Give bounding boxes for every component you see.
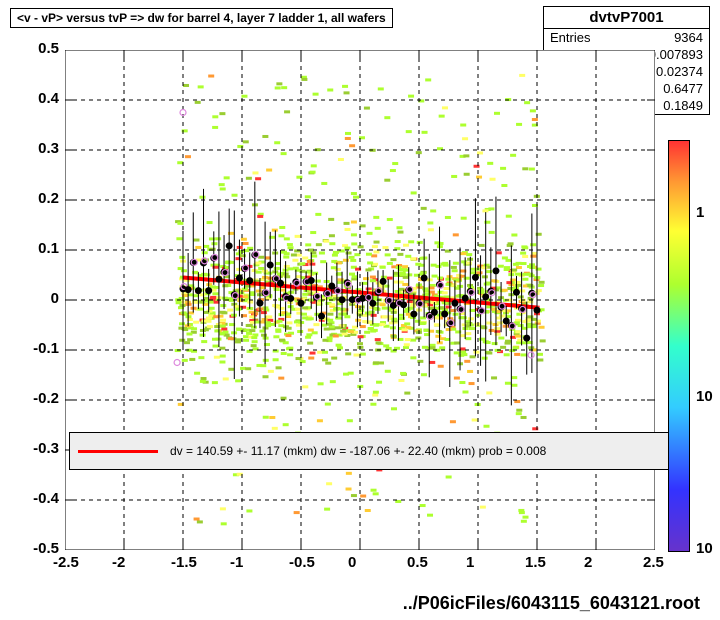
stat-row: Entries9364 — [544, 29, 709, 46]
x-tick-label: 1.5 — [525, 554, 546, 571]
y-tick-label: -0.3 — [33, 440, 59, 457]
y-tick-label: 0 — [51, 290, 59, 307]
x-tick-label: 2 — [584, 554, 592, 571]
x-axis-label: ../P06icFiles/6043115_6043121.root — [403, 593, 700, 614]
colorbar-label: 10 — [696, 540, 713, 557]
scatter-plot — [65, 50, 655, 550]
y-tick-label: 0.1 — [38, 240, 59, 257]
x-tick-label: 0.5 — [407, 554, 428, 571]
x-tick-label: -2.5 — [53, 554, 79, 571]
colorbar — [668, 140, 690, 552]
y-tick-label: -0.2 — [33, 390, 59, 407]
plot-title: <v - vP> versus tvP => dw for barrel 4, … — [10, 8, 393, 28]
x-tick-label: -0.5 — [289, 554, 315, 571]
x-tick-label: 1 — [466, 554, 474, 571]
y-tick-label: 0.3 — [38, 140, 59, 157]
legend-line-sample — [78, 450, 158, 453]
x-tick-label: 2.5 — [643, 554, 664, 571]
fit-legend: dv = 140.59 +- 11.17 (mkm) dw = -187.06 … — [69, 432, 669, 470]
y-tick-label: 0.2 — [38, 190, 59, 207]
x-tick-label: -1.5 — [171, 554, 197, 571]
x-tick-label: -2 — [112, 554, 125, 571]
y-tick-label: -0.4 — [33, 490, 59, 507]
colorbar-label: 1 — [696, 204, 704, 221]
stats-name: dvtvP7001 — [544, 7, 709, 29]
colorbar-label: 10 — [696, 388, 713, 405]
legend-text: dv = 140.59 +- 11.17 (mkm) dw = -187.06 … — [170, 444, 546, 458]
y-tick-label: 0.4 — [38, 90, 59, 107]
y-tick-label: 0.5 — [38, 40, 59, 57]
x-tick-label: 0 — [348, 554, 356, 571]
x-tick-label: -1 — [230, 554, 243, 571]
y-tick-label: -0.1 — [33, 340, 59, 357]
